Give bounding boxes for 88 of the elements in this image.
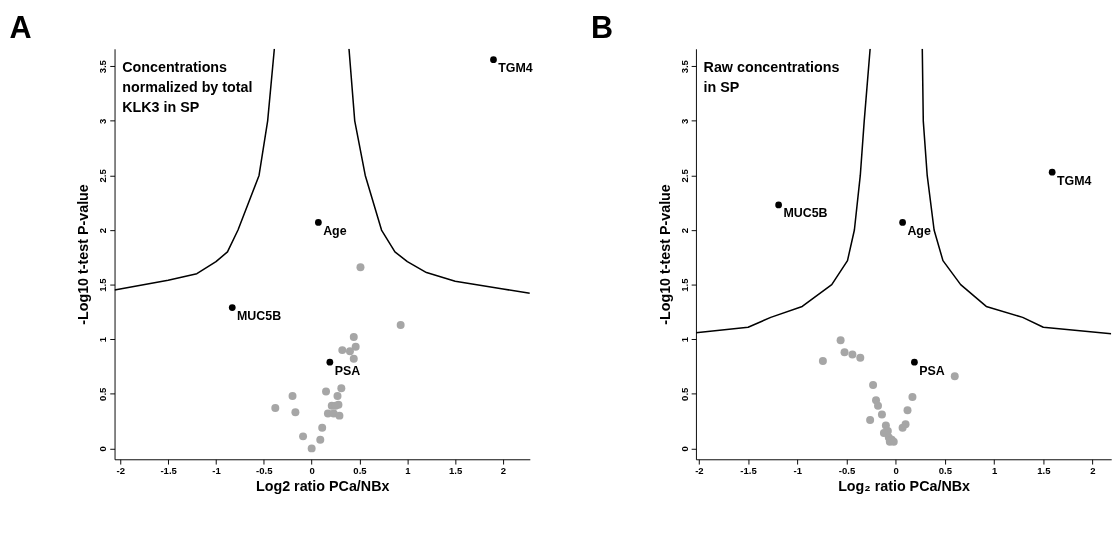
- y-tick-label: 0.5: [97, 386, 109, 401]
- y-tick-label: 2.5: [678, 168, 690, 183]
- y-axis-title: -Log10 t-test P-value: [75, 184, 92, 325]
- point: [1048, 168, 1056, 176]
- y-tick-label: 1.5: [678, 277, 690, 292]
- point: [271, 404, 280, 412]
- y-tick-label: 1: [678, 336, 690, 343]
- x-tick-label: 1.5: [1037, 465, 1052, 477]
- point: [840, 348, 849, 357]
- x-tick-label: 0: [893, 465, 899, 477]
- y-tick-label: 2.5: [97, 168, 109, 183]
- y-tick-label: 3.5: [97, 59, 109, 74]
- point: [316, 435, 325, 444]
- x-axis-title: Log₂ ratio PCa/NBx: [838, 478, 971, 495]
- x-tick-label: -2: [695, 465, 704, 477]
- x-tick-label: -1: [212, 465, 222, 477]
- y-tick-label: 0: [678, 446, 690, 452]
- point: [288, 391, 297, 400]
- point: [338, 346, 347, 355]
- point: [326, 358, 334, 366]
- x-tick-label: 1.5: [449, 465, 463, 477]
- y-tick-label: 3: [678, 118, 690, 124]
- data-label: Age: [323, 223, 347, 238]
- chart-title: A: [9, 10, 32, 45]
- point: [396, 321, 405, 329]
- x-tick-label: -1: [793, 465, 803, 477]
- point: [349, 354, 358, 363]
- point: [333, 391, 342, 400]
- y-tick-label: 1: [97, 336, 109, 343]
- point: [356, 263, 365, 272]
- point: [351, 342, 360, 351]
- point: [322, 387, 331, 396]
- point: [299, 432, 308, 441]
- point: [856, 353, 865, 362]
- y-tick-label: 0.5: [678, 386, 690, 401]
- x-tick-label: -1.5: [160, 465, 178, 477]
- data-label: MUC5B: [237, 308, 282, 323]
- y-tick-label: 2: [97, 227, 109, 234]
- y-tick-label: 0: [97, 446, 109, 452]
- point: [291, 408, 300, 417]
- point: [908, 393, 917, 402]
- annotation: Raw concentrations in SP: [703, 58, 840, 95]
- x-tick-label: -0.5: [838, 465, 856, 477]
- point: [307, 444, 316, 453]
- data-label: MUC5B: [783, 206, 828, 221]
- data-label: TGM4: [1056, 173, 1092, 188]
- point: [869, 381, 878, 390]
- point: [315, 219, 322, 226]
- point: [911, 358, 918, 366]
- point: [818, 357, 827, 366]
- x-tick-label: 0: [309, 465, 315, 477]
- point: [335, 411, 344, 420]
- y-tick-label: 1.5: [97, 277, 109, 292]
- x-tick-label: -2: [116, 465, 126, 477]
- data-label: PSA: [334, 363, 361, 378]
- chart-title: B: [590, 10, 613, 45]
- y-tick-label: 3: [97, 118, 109, 124]
- y-tick-label: 2: [678, 227, 690, 234]
- point: [866, 416, 875, 424]
- x-tick-label: 0.5: [353, 465, 368, 477]
- point: [228, 304, 236, 311]
- point: [899, 219, 906, 226]
- point: [345, 347, 354, 356]
- point: [836, 336, 845, 345]
- y-axis-title: -Log10 t-test P-value: [656, 184, 673, 325]
- point: [318, 423, 327, 432]
- data-label: Age: [907, 223, 931, 238]
- point: [337, 384, 346, 393]
- point: [775, 201, 782, 209]
- point: [877, 410, 886, 419]
- x-tick-label: 1: [991, 465, 998, 477]
- point: [349, 333, 358, 342]
- point: [950, 372, 959, 381]
- x-tick-label: 2: [500, 465, 507, 477]
- x-axis-title: Log2 ratio PCa/NBx: [255, 478, 390, 495]
- point: [848, 350, 857, 359]
- x-tick-label: 1: [405, 465, 412, 477]
- annotation: Concentrations normalized by total KLK3 in SP: [122, 58, 253, 115]
- x-tick-label: -1.5: [740, 465, 758, 477]
- y-tick-label: 3.5: [678, 59, 690, 74]
- x-tick-label: -0.5: [256, 465, 274, 477]
- data-label: PSA: [919, 363, 945, 378]
- point: [903, 406, 912, 415]
- x-tick-label: 0.5: [938, 465, 953, 477]
- point: [874, 401, 882, 410]
- data-label: TGM4: [498, 61, 533, 76]
- x-tick-label: 2: [1090, 465, 1096, 477]
- point: [490, 56, 497, 64]
